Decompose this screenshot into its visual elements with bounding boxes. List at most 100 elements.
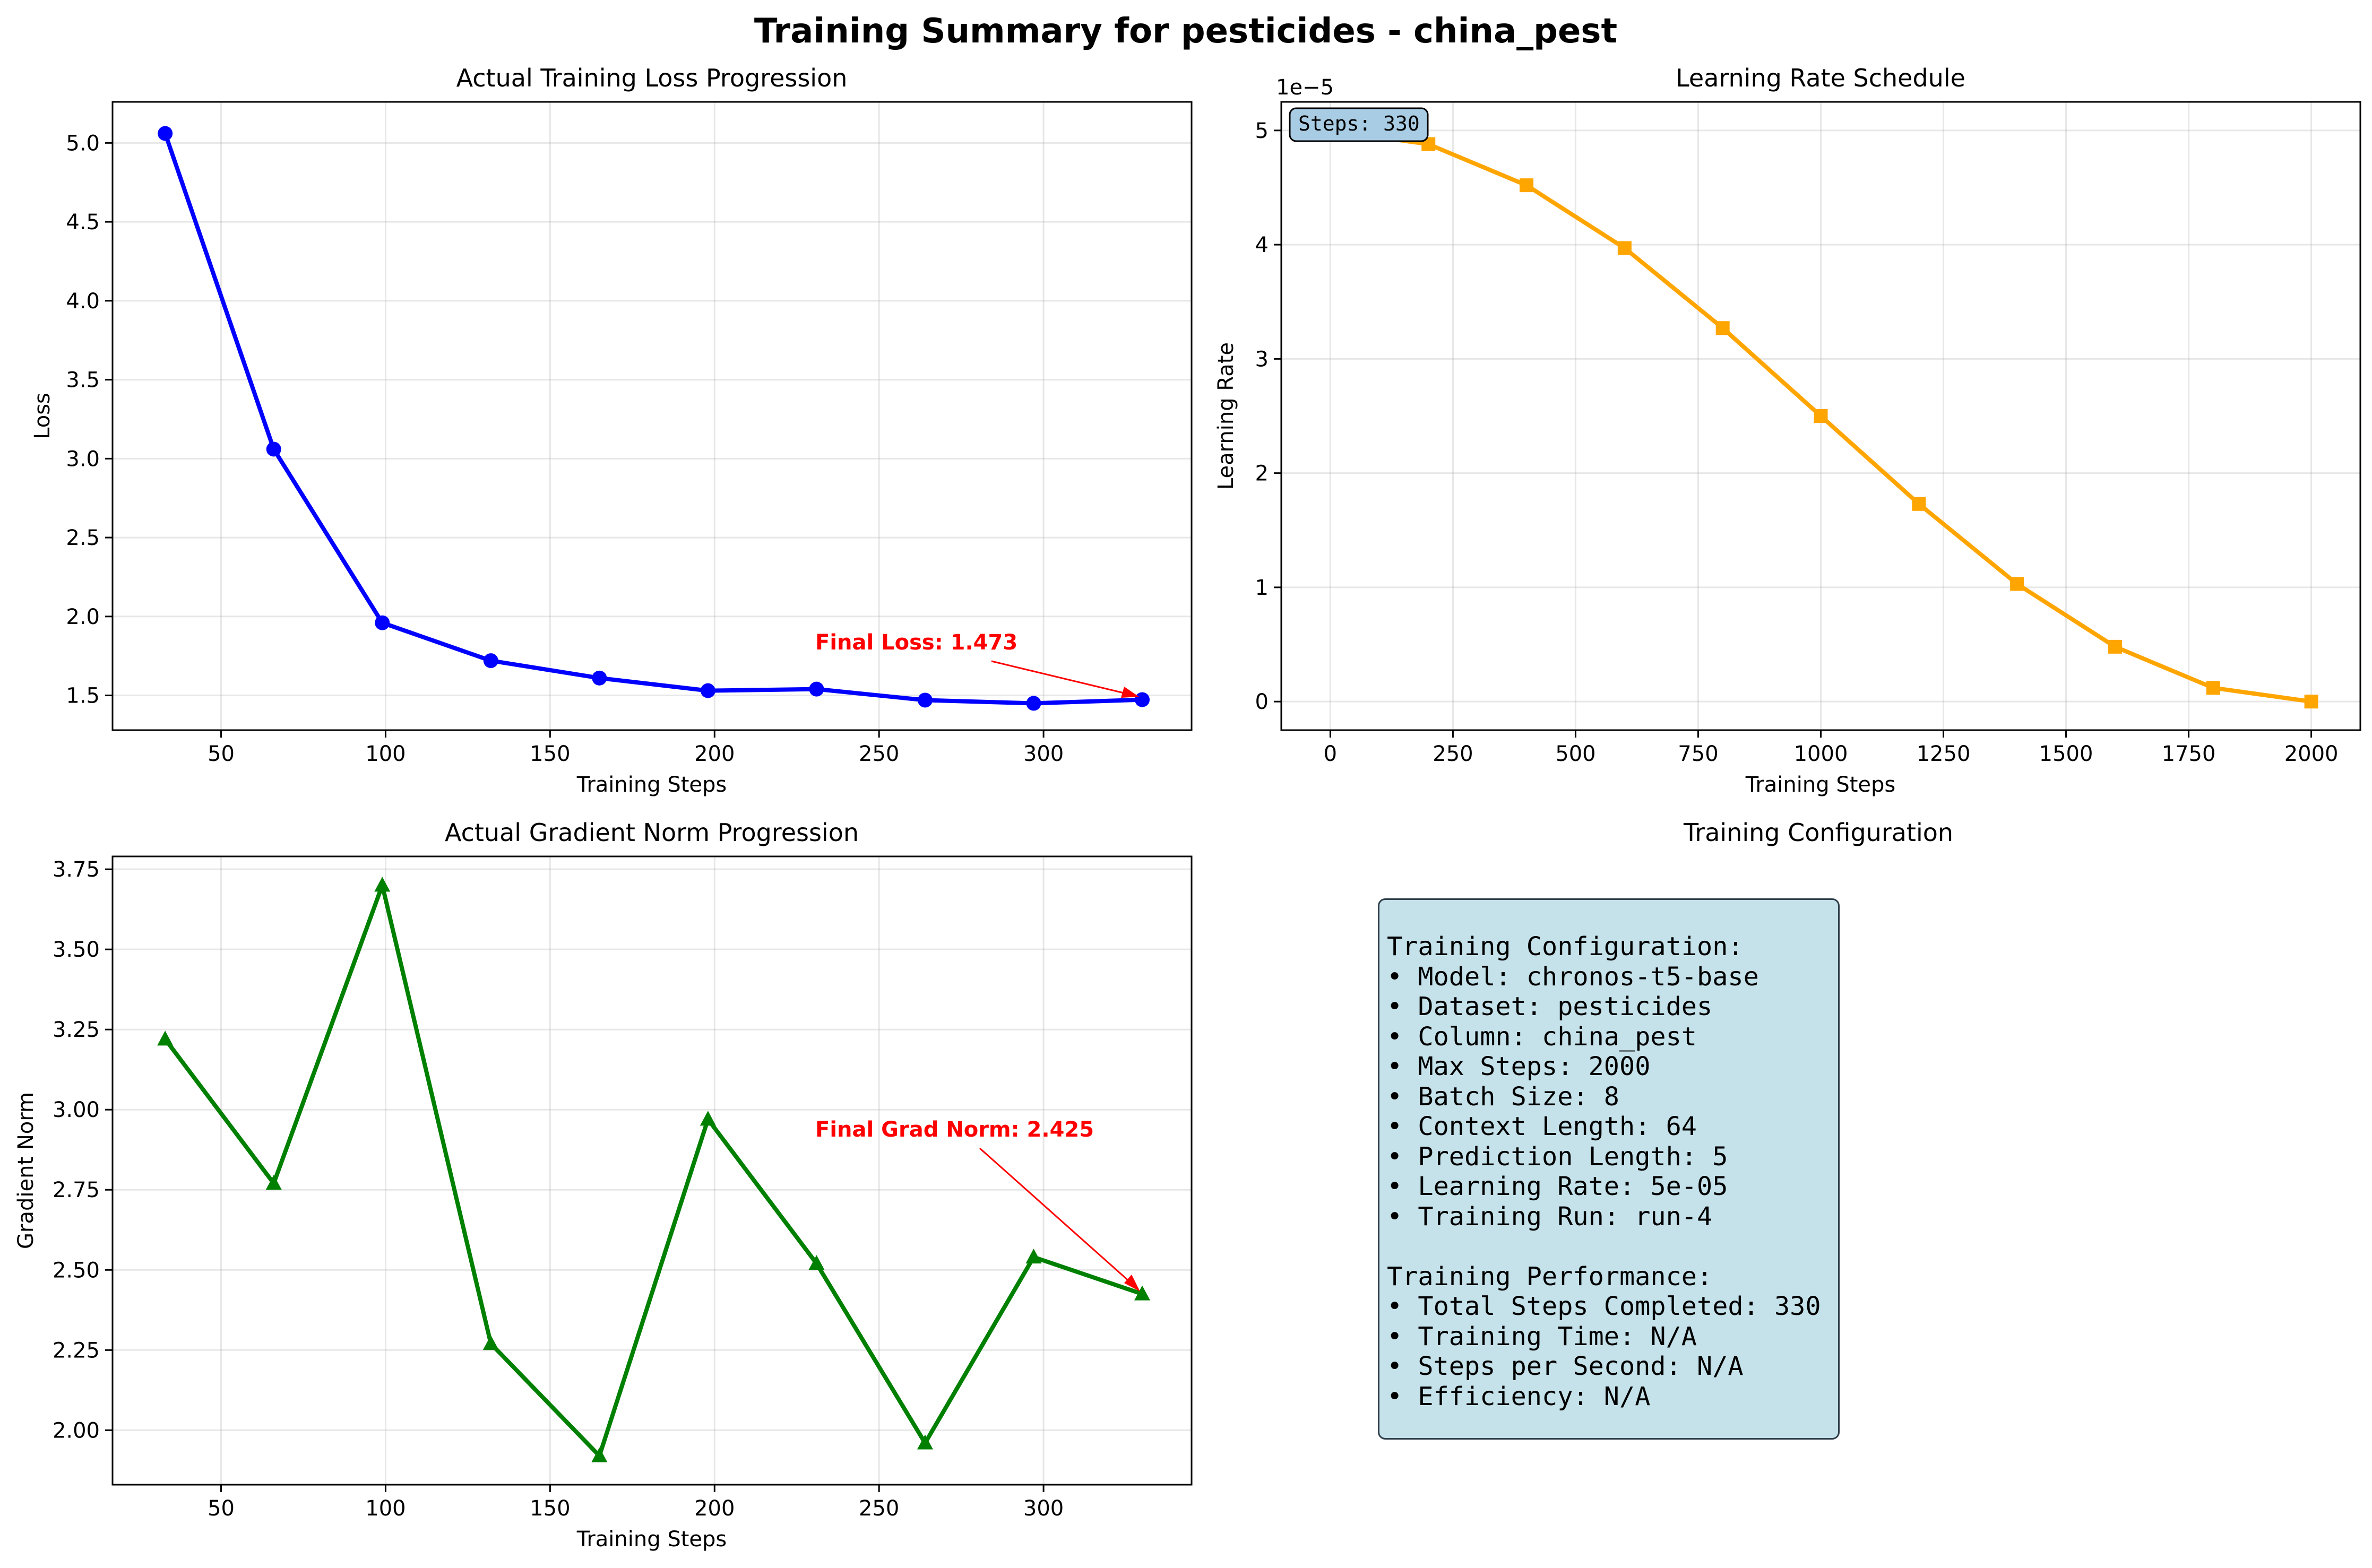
config-line: • Total Steps Completed: 330 — [1387, 1292, 1821, 1321]
y-tick-label: 4.5 — [66, 210, 100, 235]
y-tick-label: 1.5 — [66, 684, 100, 708]
x-tick-label: 0 — [1324, 742, 1337, 766]
y-tick-label: 3.50 — [53, 938, 100, 962]
figure-title: Training Summary for pesticides - china_… — [754, 12, 1617, 51]
data-point — [158, 126, 173, 141]
x-tick-label: 300 — [1023, 1496, 1064, 1521]
data-point — [2304, 695, 2318, 709]
y-tick-label: 5.0 — [66, 131, 100, 155]
loss-annotation-arrow — [991, 660, 1133, 696]
x-tick-label: 1500 — [2039, 742, 2093, 766]
config-line: • Prediction Length: 5 — [1387, 1141, 1728, 1172]
y-tick-label: 1 — [1255, 576, 1269, 600]
loss-ylabel: Loss — [30, 393, 55, 439]
data-point — [1025, 1249, 1042, 1264]
config-line: • Column: china_pest — [1387, 1021, 1697, 1052]
data-point — [265, 1175, 282, 1190]
config-line: Training Configuration: — [1387, 932, 1744, 961]
data-point — [700, 683, 715, 698]
grad-ylabel: Gradient Norm — [14, 1092, 38, 1249]
y-tick-label: 3.5 — [66, 368, 100, 393]
config-line: • Training Run: run-4 — [1387, 1201, 1713, 1232]
grad-xlabel: Training Steps — [576, 1527, 727, 1552]
lr-ylabel: Learning Rate — [1214, 342, 1238, 490]
y-tick-label: 0 — [1255, 690, 1269, 714]
grad-title: Actual Gradient Norm Progression — [445, 818, 859, 847]
x-tick-label: 250 — [859, 742, 899, 766]
config-line: • Context Length: 64 — [1387, 1112, 1697, 1141]
loss-annotation: Final Loss: 1.473 — [815, 630, 1017, 655]
loss-panel: 50 100 150 200 250 300 1.5 2.0 2.5 3.0 3.5 4.0 4.5 5.… — [30, 64, 1193, 797]
config-line: • Training Time: N/A — [1387, 1321, 1697, 1352]
x-tick-label: 750 — [1678, 742, 1718, 766]
lr-steps-box — [1289, 107, 1429, 142]
data-point — [1134, 1285, 1151, 1301]
data-point — [1912, 497, 1926, 511]
data-point — [592, 670, 607, 686]
grad-annotation: Final Grad Norm: 2.425 — [815, 1117, 1094, 1142]
lr-title: Learning Rate Schedule — [1676, 64, 1965, 92]
x-tick-label: 1250 — [1917, 742, 1971, 766]
y-tick-label: 3.0 — [66, 447, 100, 471]
y-tick-label: 2.25 — [53, 1338, 100, 1363]
x-tick-label: 300 — [1023, 742, 1064, 766]
data-point — [917, 1434, 933, 1450]
y-tick-label: 4.0 — [66, 289, 100, 314]
data-point — [1026, 696, 1041, 711]
data-point — [1617, 241, 1632, 255]
y-tick-label: 2 — [1255, 462, 1269, 486]
x-tick-label: 500 — [1555, 742, 1595, 766]
grad-axes-frame — [111, 855, 1193, 1486]
config-line: • Batch Size: 8 — [1387, 1081, 1619, 1112]
data-point — [1814, 409, 1828, 423]
y-tick-label: 3 — [1255, 347, 1269, 371]
data-point — [2108, 639, 2122, 654]
grad-panel: 50 100 150 200 250 300 2.00 2.25 2.50 2.75 3.00 3.2… — [14, 818, 1193, 1552]
y-tick-label: 2.00 — [53, 1418, 100, 1443]
config-line: • Model: chronos-t5-base — [1387, 961, 1759, 992]
data-point — [700, 1111, 716, 1126]
config-line: Training Performance: — [1387, 1261, 1713, 1292]
config-line: • Dataset: pesticides — [1387, 992, 1713, 1021]
x-tick-label: 150 — [530, 742, 570, 766]
x-tick-label: 100 — [365, 1496, 406, 1521]
lr-offset-text: 1e−5 — [1276, 75, 1334, 100]
lr-panel: 0 250 500 750 1000 1250 1500 1750 2000 0 1 2 3 4 5 Lea… — [1214, 64, 2361, 797]
data-point — [482, 1335, 499, 1350]
config-box: Training Configuration: • Model: chronos-… — [1378, 898, 1840, 1440]
config-line: • Learning Rate: 5e-05 — [1387, 1172, 1728, 1201]
data-point — [2206, 681, 2220, 695]
x-tick-label: 2000 — [2284, 742, 2339, 766]
loss-title: Actual Training Loss Progression — [456, 64, 848, 92]
x-tick-label: 200 — [694, 1496, 735, 1521]
config-line: • Steps per Second: N/A — [1387, 1352, 1744, 1381]
x-tick-label: 200 — [694, 742, 735, 766]
y-tick-label: 2.5 — [66, 526, 100, 550]
y-tick-label: 5 — [1255, 119, 1269, 143]
lr-steps-label: Steps: 330 — [1298, 112, 1420, 135]
x-tick-label: 1750 — [2162, 742, 2216, 766]
y-tick-label: 2.75 — [53, 1178, 100, 1202]
config-line — [1387, 1232, 1838, 1262]
y-tick-label: 4 — [1255, 233, 1269, 257]
grad-line — [163, 883, 1143, 1458]
data-point — [2010, 577, 2024, 591]
y-tick-label: 3.75 — [53, 857, 100, 882]
data-point — [917, 692, 933, 708]
x-tick-label: 250 — [859, 1496, 899, 1521]
x-tick-label: 100 — [365, 742, 406, 766]
x-tick-label: 50 — [208, 742, 235, 766]
config-line: • Max Steps: 2000 — [1387, 1052, 1651, 1081]
grad-annotation-arrow — [979, 1147, 1135, 1287]
config-panel-title: Training Configuration — [1683, 818, 1953, 847]
grad-annotation-arrowhead — [1124, 1275, 1140, 1292]
lr-xlabel: Training Steps — [1745, 773, 1895, 797]
data-point — [1715, 321, 1730, 335]
data-point — [157, 1030, 174, 1046]
data-point — [266, 441, 281, 457]
y-tick-label: 2.0 — [66, 605, 100, 629]
loss-annotation-arrowhead — [1121, 687, 1139, 698]
x-tick-label: 150 — [530, 1496, 570, 1521]
data-point — [809, 681, 824, 697]
